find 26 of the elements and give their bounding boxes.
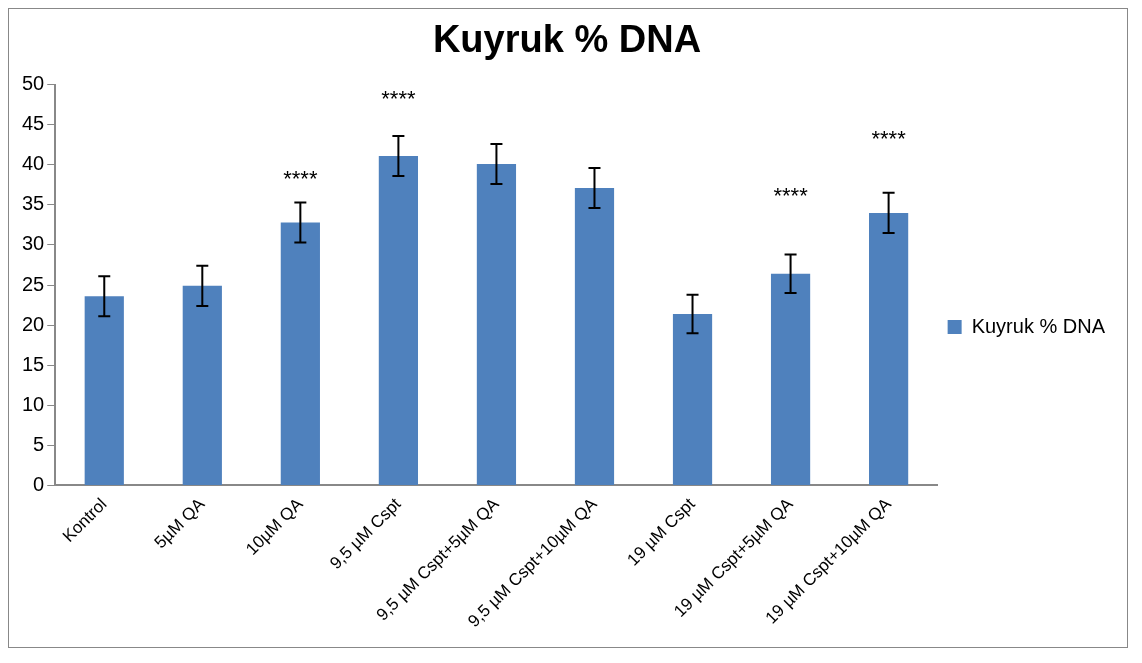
y-tick-label: 25	[22, 272, 45, 295]
annotation: ****	[283, 165, 318, 191]
bar	[770, 273, 811, 485]
bar	[869, 212, 909, 485]
annotation: ****	[381, 85, 416, 111]
bar	[378, 155, 418, 485]
bar	[574, 188, 615, 485]
bar	[280, 222, 320, 485]
legend-label: Kuyruk % DNA	[971, 314, 1106, 337]
y-tick-label: 45	[22, 112, 45, 135]
y-tick-label: 0	[33, 473, 45, 496]
y-tick-label: 30	[22, 232, 45, 255]
y-tick-label: 40	[22, 152, 45, 175]
bar	[672, 313, 713, 485]
annotation: ****	[773, 182, 809, 208]
bar	[84, 296, 124, 485]
y-tick-label: 35	[22, 192, 45, 215]
annotation: ****	[871, 125, 907, 151]
y-tick-label: 5	[33, 432, 45, 455]
chart-title: Kuyruk % DNA	[432, 18, 702, 61]
y-tick-label: 20	[22, 312, 45, 335]
bar	[476, 163, 517, 485]
y-tick-label: 10	[22, 392, 45, 415]
bar	[182, 285, 222, 485]
y-tick-label: 15	[22, 352, 45, 375]
y-tick-label: 50	[22, 72, 45, 95]
